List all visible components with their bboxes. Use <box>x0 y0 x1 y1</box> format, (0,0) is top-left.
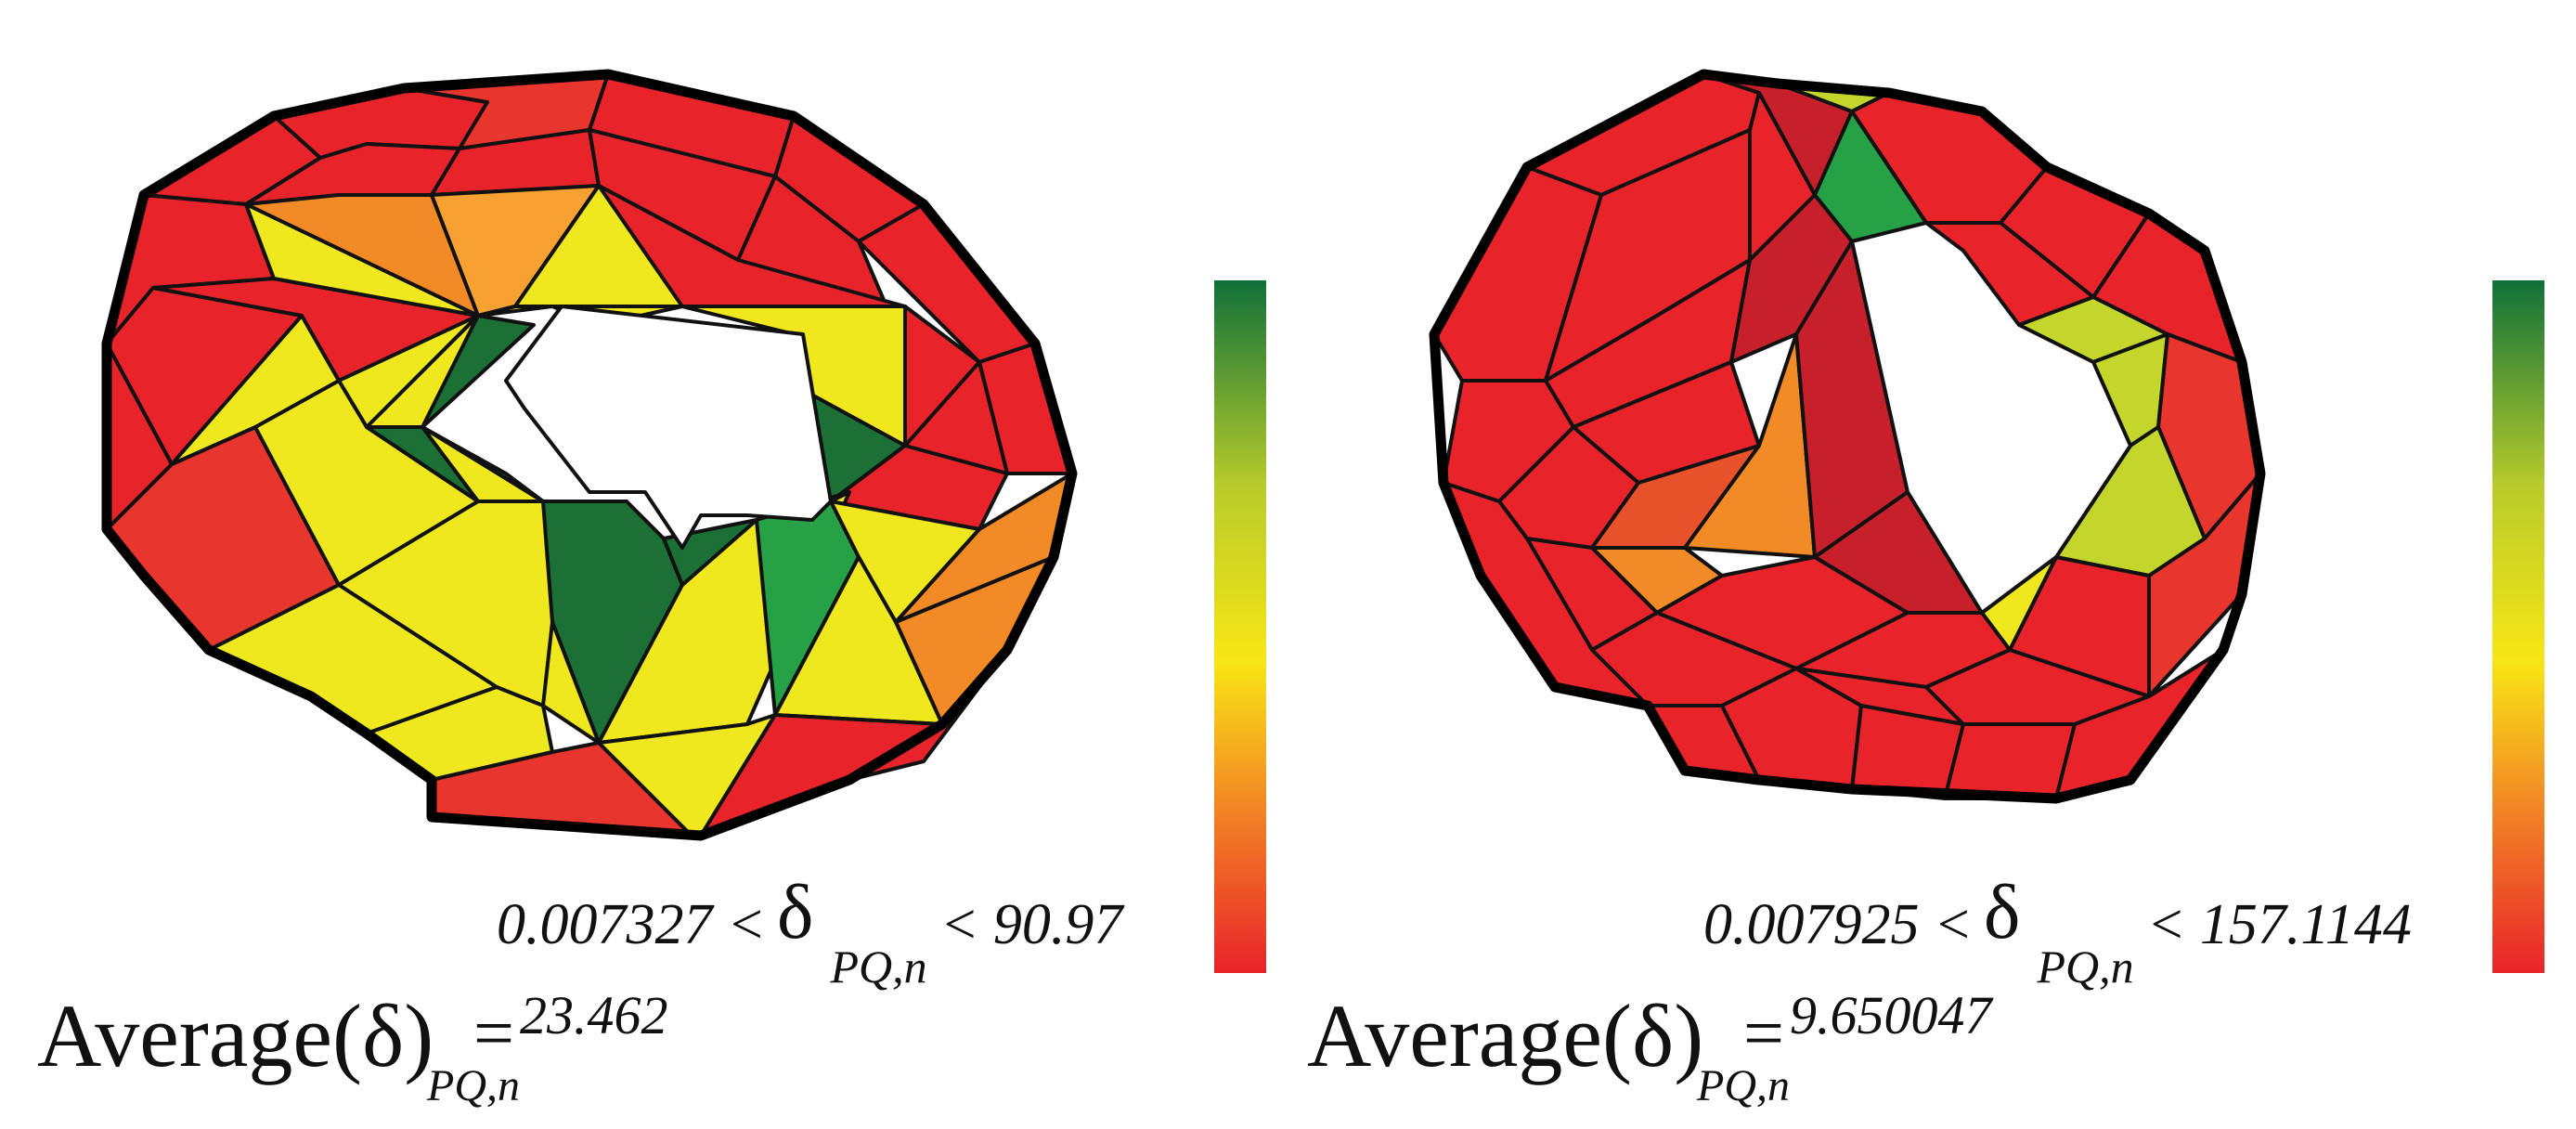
mesh-face <box>1943 722 2077 800</box>
delta-symbol: δ <box>776 869 814 955</box>
mesh-face <box>541 620 601 745</box>
left-mesh-outline <box>101 69 1078 841</box>
right-range-label: 0.007925 < δ PQ,n< 157.1144 <box>1703 869 2412 993</box>
average-equals: = <box>1743 993 1784 1073</box>
right-average-label: Average(δ) = 9.650047 PQ,n <box>1307 984 2013 1123</box>
range-subscript: PQ,n <box>830 941 927 993</box>
left-mesh-faces <box>105 72 1074 837</box>
average-subscript: PQ,n <box>427 1061 520 1110</box>
range-min: 0.007925 < <box>1703 893 1973 956</box>
average-value: 9.650047 <box>1790 985 1992 1045</box>
mesh-face <box>365 425 480 503</box>
right-mesh-outline <box>1429 69 2266 804</box>
range-max: < 90.97 <box>939 893 1123 956</box>
range-min: 0.007327 < <box>497 893 766 956</box>
range-subscript: PQ,n <box>2037 941 2134 993</box>
right-mesh <box>1429 69 2266 804</box>
left-colorbar <box>1214 280 1266 973</box>
range-max: < 157.1144 <box>2146 893 2412 956</box>
left-average-label: Average(δ) = 23.462 PQ,n <box>37 984 687 1123</box>
average-subscript: PQ,n <box>1697 1061 1790 1110</box>
mesh-face <box>170 314 341 466</box>
delta-symbol: δ <box>1983 869 2021 955</box>
mesh-face <box>903 305 981 448</box>
left-range-label: 0.007327 < δ PQ,n< 90.97 <box>497 869 1123 993</box>
average-value: 23.462 <box>520 985 668 1045</box>
mesh-face <box>244 202 480 318</box>
average-symbol: (δ) <box>332 986 434 1085</box>
mesh-face <box>421 425 545 503</box>
mesh-face <box>513 184 684 308</box>
right-colorbar <box>2492 280 2544 973</box>
average-equals: = <box>473 993 514 1073</box>
average-word: Average <box>37 986 332 1085</box>
mesh-face <box>2147 472 2262 698</box>
average-symbol: (δ) <box>1602 986 1704 1085</box>
left-mesh-hole <box>504 305 833 550</box>
right-mesh-hole <box>1850 221 2132 615</box>
left-mesh <box>101 69 1078 841</box>
average-word: Average <box>1307 986 1602 1085</box>
